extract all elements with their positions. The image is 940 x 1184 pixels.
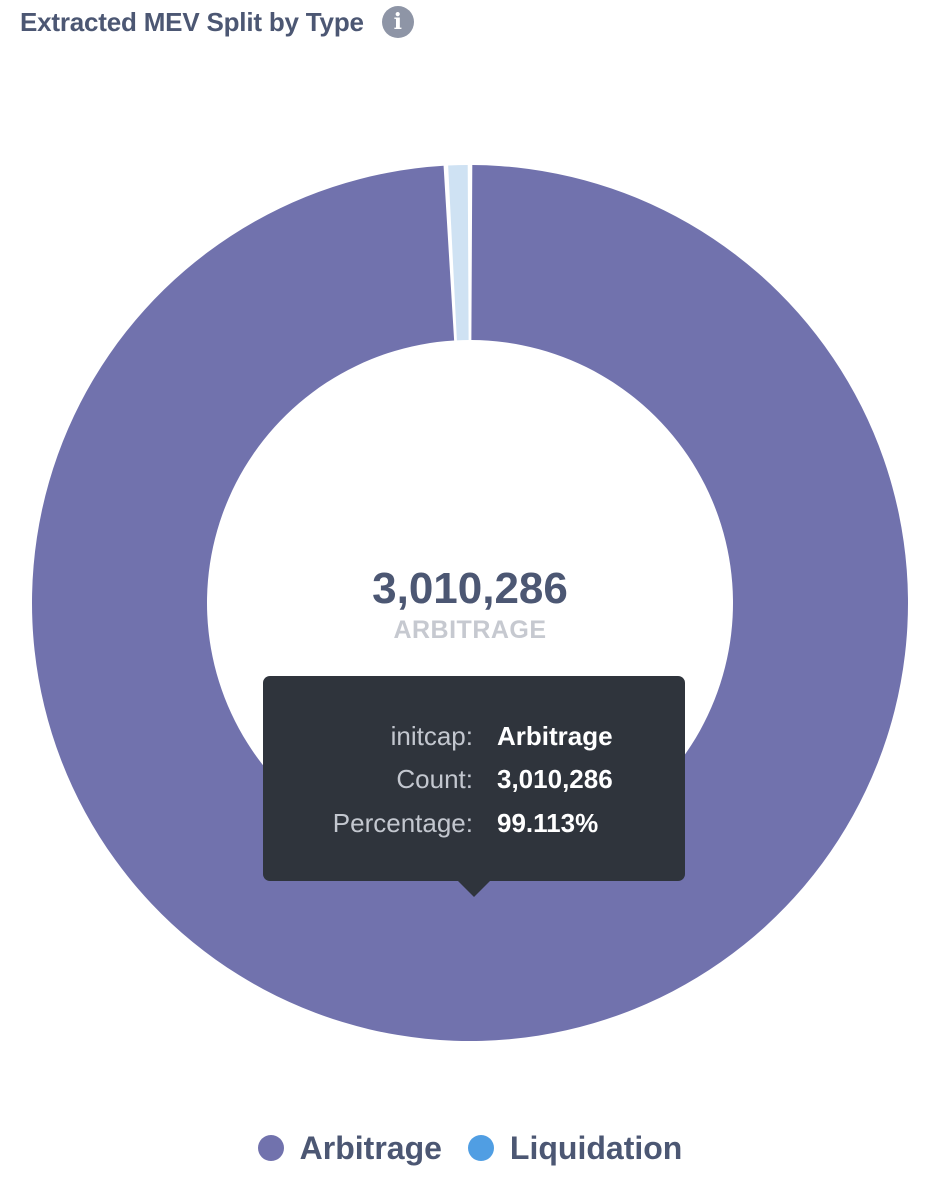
chart-legend: Arbitrage Liquidation <box>0 1126 940 1170</box>
tooltip-value: Arbitrage <box>497 721 613 751</box>
tooltip-row-initcap: initcap: Arbitrage <box>263 719 685 753</box>
legend-item-arbitrage[interactable]: Arbitrage <box>257 1129 442 1167</box>
chart-header: Extracted MEV Split by Type i <box>20 4 414 40</box>
donut-slice-arbitrage[interactable] <box>32 165 909 1042</box>
tooltip-key: Percentage: <box>332 808 473 838</box>
center-label: ARBITRAGE <box>393 616 546 644</box>
tooltip-key: initcap: <box>390 721 473 751</box>
tooltip-value: 99.113% <box>497 808 599 838</box>
donut-slice-liquidation[interactable] <box>448 165 469 341</box>
info-icon[interactable]: i <box>381 6 414 38</box>
legend-dot-icon <box>467 1135 494 1161</box>
donut-slices <box>32 165 909 1042</box>
legend-dot-icon <box>257 1135 284 1161</box>
tooltip-row-percentage: Percentage: 99.113% <box>263 806 685 840</box>
chart-tooltip: initcap: Arbitrage Count: 3,010,286 Perc… <box>263 676 685 897</box>
center-value: 3,010,286 <box>372 564 568 613</box>
donut-chart: 3,010,286 ARBITRAGE <box>32 165 909 1042</box>
legend-label: Arbitrage <box>299 1129 442 1166</box>
legend-item-liquidation[interactable]: Liquidation <box>467 1129 683 1167</box>
legend-label: Liquidation <box>509 1129 683 1166</box>
tooltip-key: Count: <box>396 764 473 794</box>
tooltip-row-count: Count: 3,010,286 <box>263 762 685 796</box>
tooltip-value: 3,010,286 <box>497 764 613 794</box>
chart-title: Extracted MEV Split by Type <box>20 6 364 37</box>
